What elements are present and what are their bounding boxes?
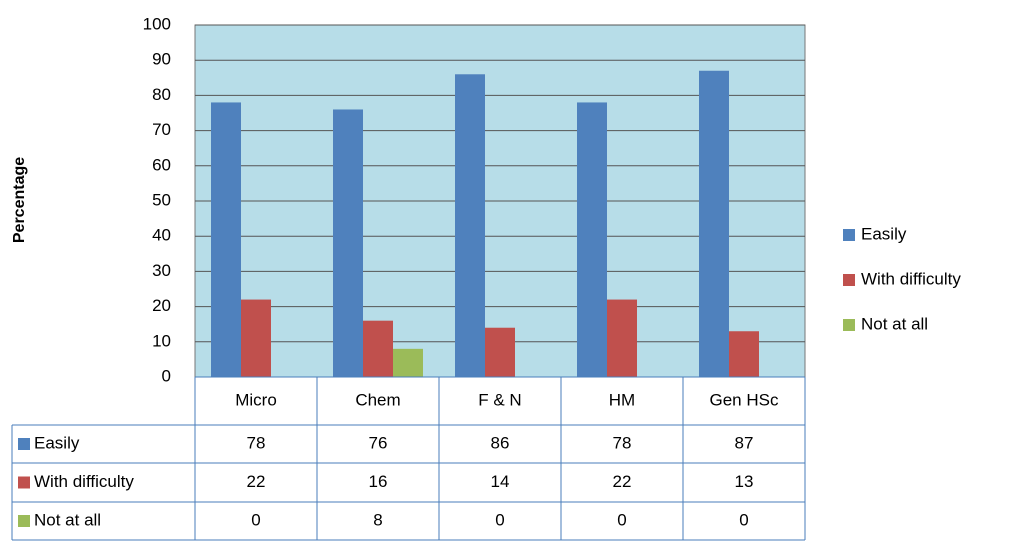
table-legend-key (18, 438, 30, 450)
table-cell: 14 (491, 472, 510, 491)
table-cell: 13 (735, 472, 754, 491)
bar (485, 327, 515, 377)
legend-key (843, 229, 855, 241)
table-cell: 0 (495, 510, 504, 529)
table-cell: 0 (251, 510, 260, 529)
x-tick-label: HM (609, 390, 635, 409)
bar (393, 348, 423, 377)
bar (729, 331, 759, 377)
table-cell: 78 (247, 433, 266, 452)
bar (211, 102, 241, 377)
y-tick-label: 50 (152, 190, 171, 209)
y-tick-label: 90 (152, 50, 171, 69)
y-tick-label: 30 (152, 261, 171, 280)
legend-label: Not at all (861, 314, 928, 333)
table-cell: 8 (373, 510, 382, 529)
bar (363, 320, 393, 377)
x-tick-label: Chem (355, 390, 400, 409)
legend-key (843, 319, 855, 331)
table-cell: 0 (617, 510, 626, 529)
table-cell: 86 (491, 433, 510, 452)
table-row-label: Not at all (34, 510, 101, 529)
bar (241, 299, 271, 377)
table-cell: 0 (739, 510, 748, 529)
y-tick-label: 20 (152, 296, 171, 315)
bar (333, 109, 363, 377)
table-cell: 78 (613, 433, 632, 452)
bar (577, 102, 607, 377)
y-tick-label: 10 (152, 331, 171, 350)
legend-label: Easily (861, 224, 907, 243)
legend-key (843, 274, 855, 286)
y-tick-label: 60 (152, 155, 171, 174)
table-cell: 22 (613, 472, 632, 491)
legend-label: With difficulty (861, 269, 961, 288)
table-cell: 16 (369, 472, 388, 491)
table-legend-key (18, 515, 30, 527)
y-axis-label: Percentage (11, 157, 28, 243)
y-tick-label: 70 (152, 120, 171, 139)
y-tick-label: 40 (152, 226, 171, 245)
y-tick-label: 80 (152, 85, 171, 104)
y-tick-label: 100 (143, 14, 171, 33)
x-tick-label: Gen HSc (710, 390, 779, 409)
table-row-label: Easily (34, 433, 80, 452)
table-row-label: With difficulty (34, 472, 134, 491)
bar (607, 299, 637, 377)
table-cell: 22 (247, 472, 266, 491)
y-tick-label: 0 (162, 366, 171, 385)
bar (699, 70, 729, 377)
table-cell: 87 (735, 433, 754, 452)
bar (455, 74, 485, 377)
table-legend-key (18, 476, 30, 489)
x-tick-label: F & N (478, 390, 521, 409)
x-tick-label: Micro (235, 390, 277, 409)
table-cell: 76 (369, 433, 388, 452)
